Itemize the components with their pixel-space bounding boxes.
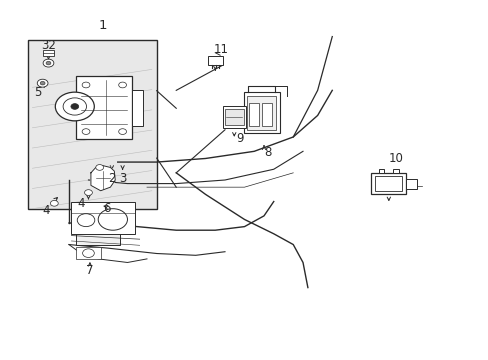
Circle shape [55, 92, 94, 121]
Bar [76, 225, 120, 244]
Text: 1: 1 [99, 19, 107, 32]
Circle shape [71, 104, 79, 109]
Text: 3: 3 [119, 172, 126, 185]
Bar [247, 96, 276, 130]
Text: 10: 10 [387, 152, 402, 165]
Bar [262, 103, 271, 126]
Polygon shape [91, 166, 115, 191]
Circle shape [82, 129, 90, 134]
Text: 11: 11 [214, 42, 228, 55]
Circle shape [50, 201, 58, 206]
Bar [370, 173, 406, 194]
Text: 6: 6 [103, 202, 110, 215]
Bar [224, 109, 243, 125]
Bar [27, 40, 157, 209]
Circle shape [37, 79, 48, 87]
Text: 5: 5 [34, 86, 41, 99]
Text: 7: 7 [86, 264, 94, 277]
Bar [378, 168, 384, 173]
Circle shape [40, 81, 45, 85]
Circle shape [119, 82, 126, 88]
Bar [392, 168, 398, 173]
Bar [374, 176, 402, 192]
Circle shape [82, 82, 90, 88]
Circle shape [43, 59, 54, 67]
Circle shape [46, 61, 51, 65]
Circle shape [119, 129, 126, 134]
Text: 8: 8 [264, 145, 271, 158]
Text: 2: 2 [108, 172, 115, 185]
Text: 9: 9 [235, 132, 243, 145]
Bar [249, 103, 259, 126]
Bar [132, 90, 143, 126]
Bar [222, 106, 245, 128]
Bar [76, 247, 101, 259]
Bar [243, 92, 280, 134]
Bar [207, 56, 222, 65]
Circle shape [96, 165, 103, 170]
Text: 32: 32 [41, 39, 56, 52]
Bar [76, 76, 132, 139]
Bar [42, 50, 54, 55]
Bar [71, 202, 135, 234]
Bar [406, 179, 416, 189]
Text: 4: 4 [77, 197, 85, 210]
Circle shape [84, 190, 92, 195]
Text: 4: 4 [42, 204, 50, 217]
